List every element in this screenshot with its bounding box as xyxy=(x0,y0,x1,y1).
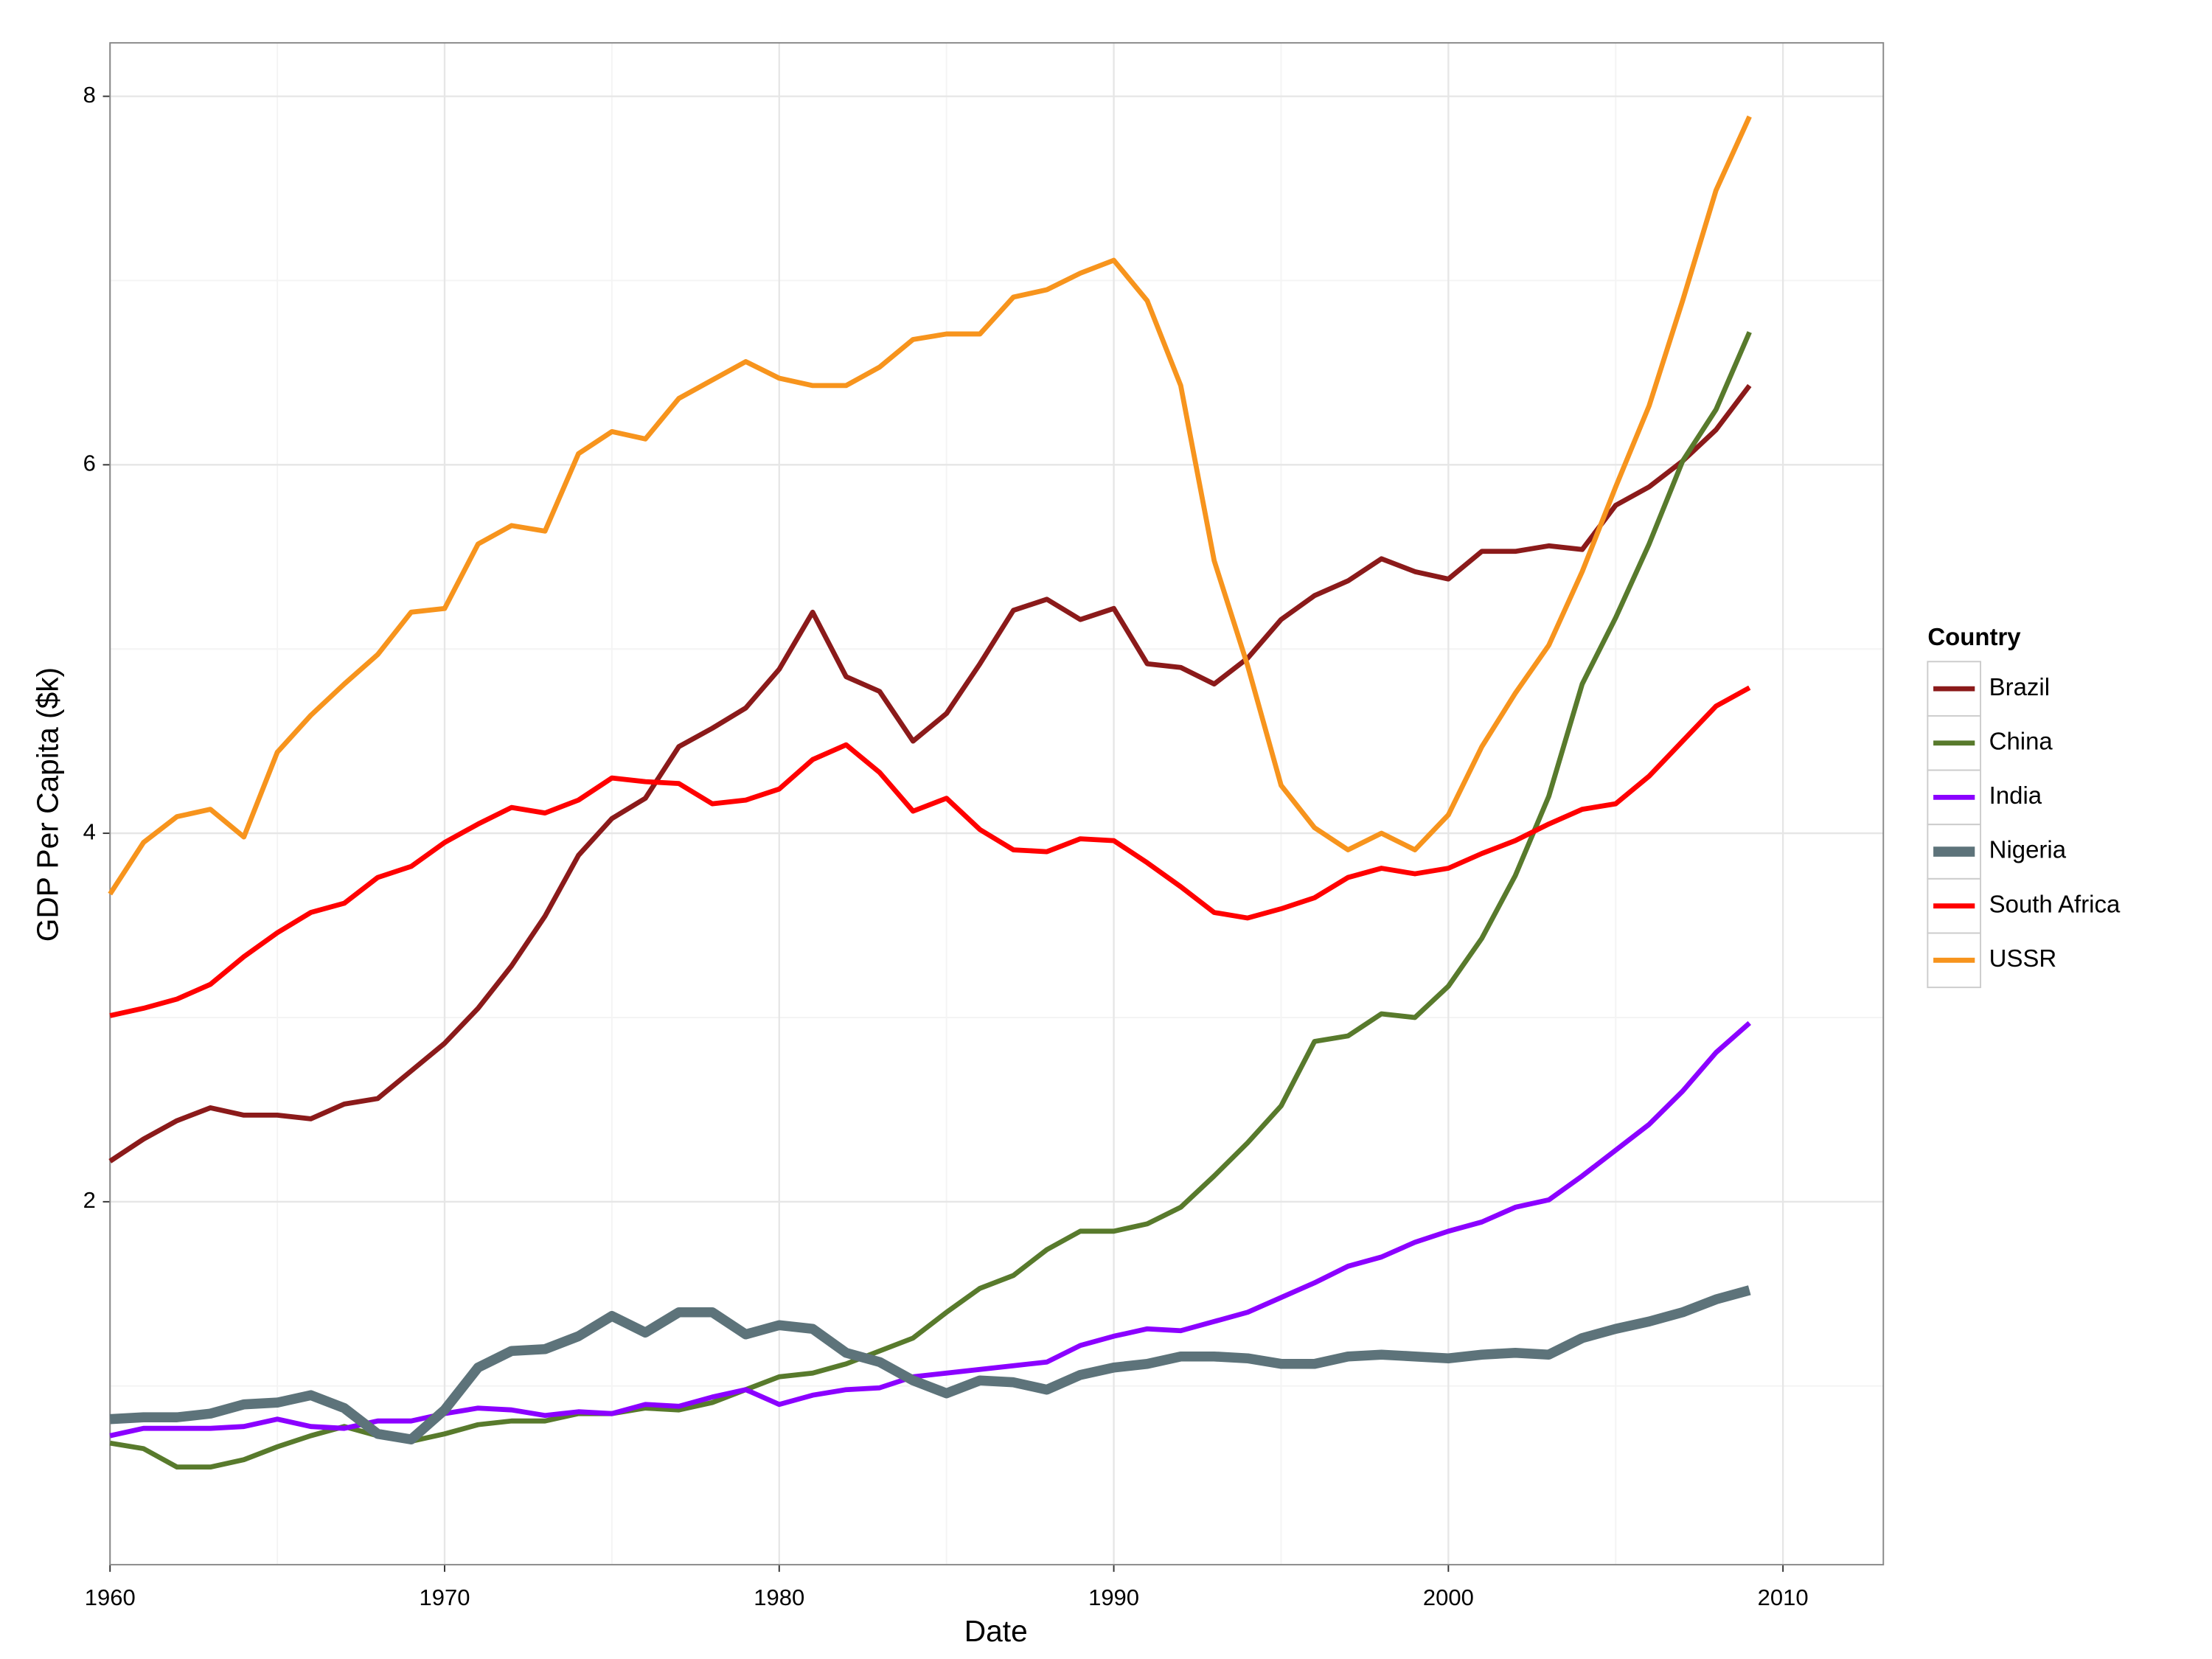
x-tick-label: 1980 xyxy=(754,1585,804,1610)
legend-label: South Africa xyxy=(1989,890,2121,917)
y-tick-label: 6 xyxy=(83,451,96,476)
x-tick-label: 2000 xyxy=(1423,1585,1474,1610)
y-tick-label: 2 xyxy=(83,1187,96,1213)
y-tick-label: 4 xyxy=(83,818,96,844)
legend-label: Nigeria xyxy=(1989,836,2067,863)
plot-border xyxy=(109,42,1885,1566)
legend-label: India xyxy=(1989,782,2042,809)
x-tick-label: 1970 xyxy=(420,1585,470,1610)
series-line xyxy=(109,685,1751,1018)
legend-label: USSR xyxy=(1989,945,2057,972)
x-axis-title: Date xyxy=(964,1614,1028,1648)
y-axis-title: GDP Per Capita ($k) xyxy=(31,667,65,942)
legend-label: China xyxy=(1989,727,2053,754)
x-tick-label: 2010 xyxy=(1758,1585,1809,1610)
series-line xyxy=(109,1020,1751,1439)
x-tick-label: 1960 xyxy=(85,1585,136,1610)
x-tick-label: 1990 xyxy=(1088,1585,1139,1610)
y-tick-label: 8 xyxy=(83,82,96,108)
legend-label: Brazil xyxy=(1989,673,2050,700)
series-line xyxy=(108,383,1752,1164)
series-line xyxy=(108,115,1752,896)
legend-title: Country xyxy=(1927,623,2021,650)
series-line xyxy=(109,1285,1751,1444)
